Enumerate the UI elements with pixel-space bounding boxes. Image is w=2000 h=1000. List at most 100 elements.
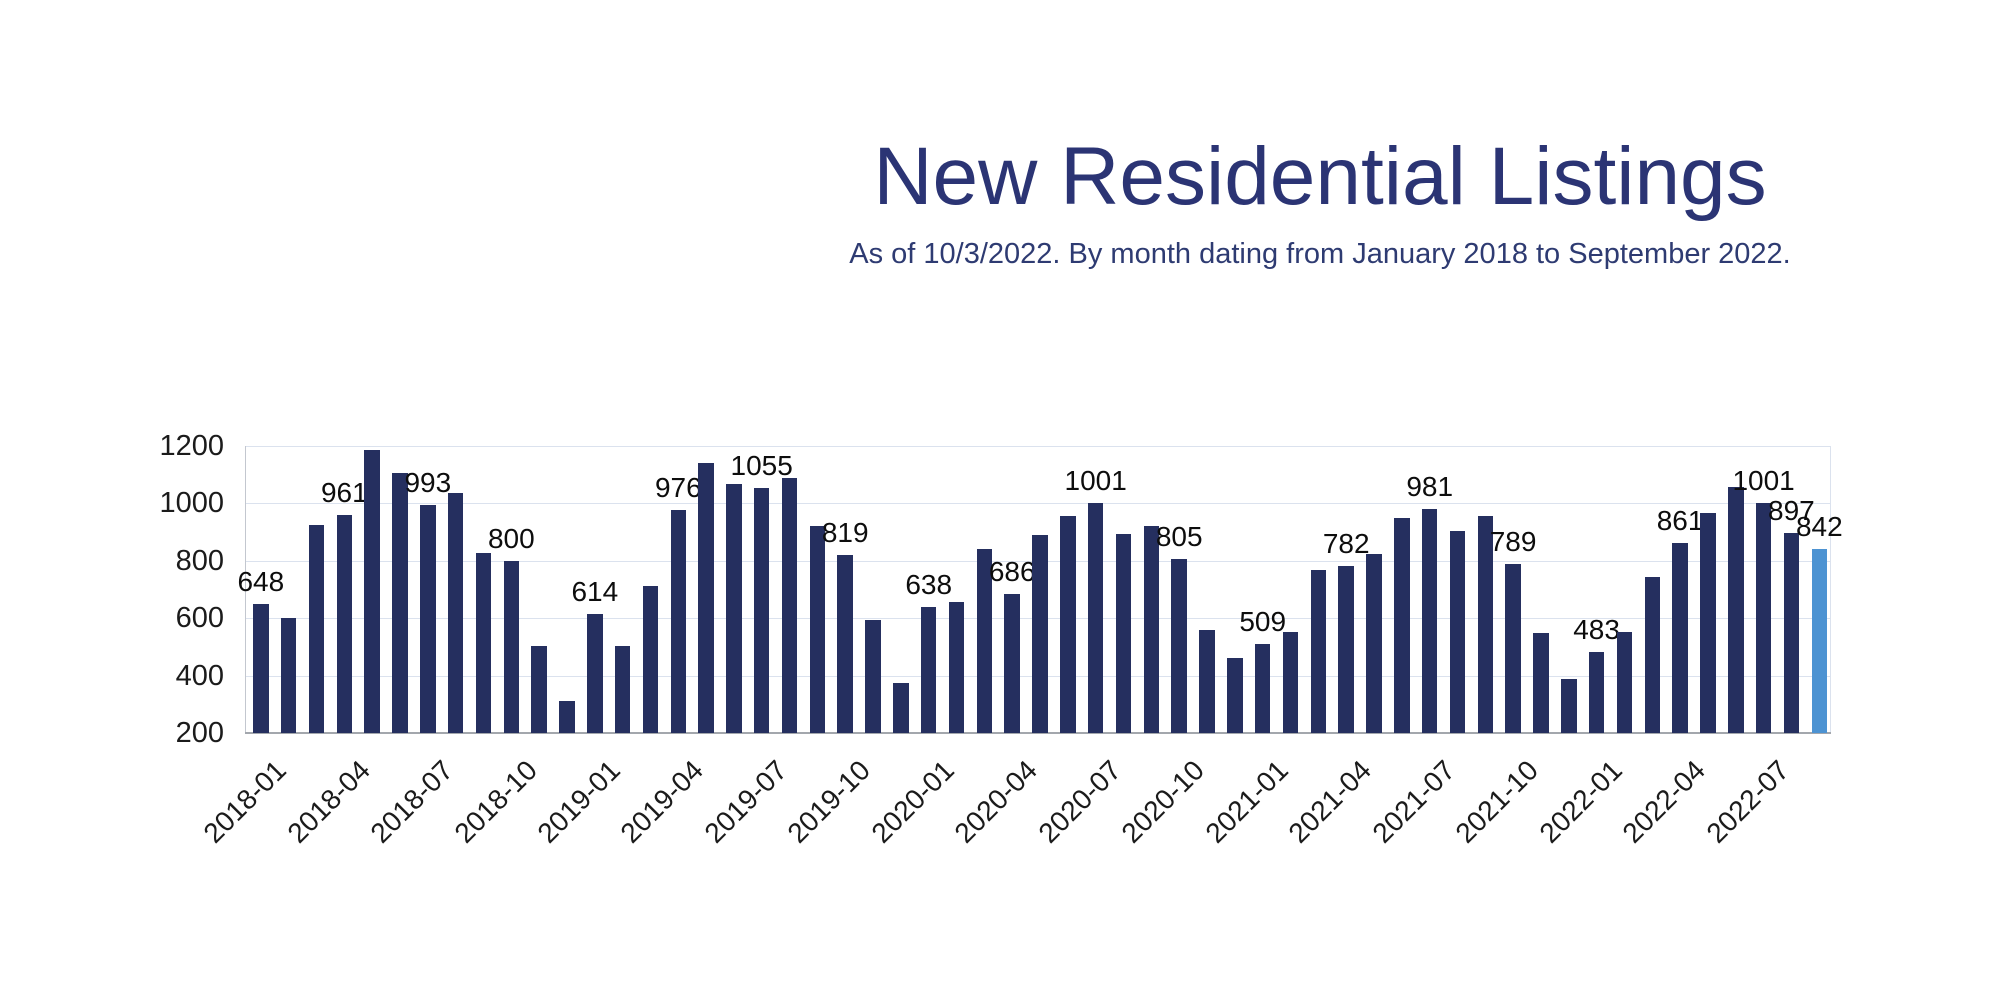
bar-2018-09 xyxy=(475,552,492,733)
gridline-1000 xyxy=(245,503,1831,505)
x-tick-label-2021-10: 2021-10 xyxy=(1449,754,1545,849)
bar-2019-02 xyxy=(614,645,631,733)
x-tick-label-2021-07: 2021-07 xyxy=(1366,754,1461,849)
bar-2022-04 xyxy=(1672,543,1688,733)
x-axis-line xyxy=(245,732,1831,734)
data-label-2018-10: 800 xyxy=(487,522,535,554)
data-label-2022-04: 861 xyxy=(1656,505,1704,537)
bar-2020-09 xyxy=(1143,526,1160,733)
bar-2020-12 xyxy=(1227,657,1243,733)
x-tick-label-2021-04: 2021-04 xyxy=(1282,754,1378,849)
bar-2018-02 xyxy=(280,618,297,733)
bar-2019-11 xyxy=(865,619,881,733)
y-axis-line xyxy=(245,446,246,734)
x-tick-label-2020-01: 2020-01 xyxy=(865,754,960,849)
bar-2021-11 xyxy=(1533,632,1549,733)
plot-right-border xyxy=(1830,446,1831,734)
bar-2021-09 xyxy=(1477,516,1494,733)
bar-2020-03 xyxy=(976,549,993,733)
x-tick-label-2019-07: 2019-07 xyxy=(698,754,793,849)
data-label-2018-01: 648 xyxy=(237,566,285,598)
chart-title: New Residential Listings xyxy=(873,131,1767,222)
data-label-2020-10: 805 xyxy=(1155,521,1203,553)
y-tick-label-1000: 1000 xyxy=(159,487,224,520)
bar-2019-03 xyxy=(642,586,659,733)
data-label-2020-01: 638 xyxy=(905,569,953,601)
bar-2020-04 xyxy=(1004,593,1020,733)
bar-2022-01 xyxy=(1588,651,1605,733)
bar-2022-08 xyxy=(1783,533,1800,733)
data-label-2022-01: 483 xyxy=(1573,613,1620,645)
bar-2020-05 xyxy=(1032,535,1048,733)
data-label-2019-10: 819 xyxy=(821,517,869,549)
bar-2018-10 xyxy=(503,560,520,733)
y-tick-label-400: 400 xyxy=(175,659,224,692)
data-label-2019-01: 614 xyxy=(571,576,619,608)
data-label-2018-07: 993 xyxy=(404,467,452,499)
bar-2020-10 xyxy=(1171,559,1187,733)
x-tick-label-2022-01: 2022-01 xyxy=(1533,754,1628,849)
bar-2018-01 xyxy=(253,604,269,733)
bar-2020-07 xyxy=(1087,503,1104,733)
bar-2020-11 xyxy=(1199,630,1215,733)
data-label-2021-10: 789 xyxy=(1489,526,1537,557)
data-label-2020-04: 686 xyxy=(988,555,1036,587)
bar-2018-03 xyxy=(308,524,325,733)
bar-2020-08 xyxy=(1115,533,1132,733)
x-tick-label-2022-07: 2022-07 xyxy=(1700,754,1795,849)
bar-2021-08 xyxy=(1449,530,1466,733)
bar-2022-09 xyxy=(1811,548,1828,733)
bar-2019-08 xyxy=(781,477,798,733)
y-tick-label-800: 800 xyxy=(175,544,224,577)
bar-2018-08 xyxy=(447,492,464,733)
x-tick-label-2018-07: 2018-07 xyxy=(364,754,460,849)
bar-2021-04 xyxy=(1338,566,1354,733)
bar-2020-02 xyxy=(948,601,965,733)
data-label-2021-04: 782 xyxy=(1322,528,1370,559)
bar-2019-06 xyxy=(726,483,742,733)
bar-2018-07 xyxy=(420,505,436,733)
bar-2018-11 xyxy=(531,645,547,733)
bar-2019-12 xyxy=(893,682,909,733)
chart-subtitle: As of 10/3/2022. By month dating from Ja… xyxy=(849,238,1791,270)
bar-2018-04 xyxy=(336,514,353,733)
bar-2022-03 xyxy=(1644,576,1661,733)
x-tick-label-2020-10: 2020-10 xyxy=(1115,754,1211,849)
bar-2022-02 xyxy=(1616,632,1633,733)
bar-2021-12 xyxy=(1561,679,1577,733)
bar-2019-10 xyxy=(837,555,853,733)
bar-2021-07 xyxy=(1421,508,1438,733)
gridline-1200 xyxy=(245,446,1831,447)
bar-2022-07 xyxy=(1755,503,1772,733)
x-tick-label-2019-10: 2019-10 xyxy=(781,754,877,849)
bar-2021-02 xyxy=(1282,632,1299,733)
bar-2022-06 xyxy=(1728,486,1744,733)
data-label-2019-04: 976 xyxy=(654,472,702,504)
x-tick-label-2021-01: 2021-01 xyxy=(1199,754,1294,849)
data-label-2022-08: 897 xyxy=(1768,495,1815,526)
bar-2018-12 xyxy=(559,700,575,733)
bar-2019-09 xyxy=(809,526,826,733)
x-tick-label-2018-01: 2018-01 xyxy=(197,754,293,849)
data-label-2022-07: 1001 xyxy=(1732,465,1795,497)
x-tick-label-2022-04: 2022-04 xyxy=(1616,754,1712,849)
bar-2021-05 xyxy=(1366,553,1382,733)
bar-2021-10 xyxy=(1505,564,1521,733)
y-tick-label-200: 200 xyxy=(175,717,224,749)
data-label-2019-07: 1055 xyxy=(730,449,793,481)
bar-2022-05 xyxy=(1700,512,1716,733)
bar-2019-01 xyxy=(587,614,603,733)
bar-2021-06 xyxy=(1394,517,1410,734)
x-tick-label-2020-07: 2020-07 xyxy=(1032,754,1127,849)
bar-2018-06 xyxy=(392,473,408,733)
data-label-2020-07: 1001 xyxy=(1064,465,1127,497)
bar-2019-07 xyxy=(753,487,770,733)
data-label-2022-09: 842 xyxy=(1795,510,1843,542)
x-tick-label-2018-10: 2018-10 xyxy=(447,754,543,849)
bar-2020-06 xyxy=(1060,515,1076,733)
x-tick-label-2020-04: 2020-04 xyxy=(948,754,1044,849)
bar-2018-05 xyxy=(364,450,380,733)
x-tick-label-2019-01: 2019-01 xyxy=(531,754,627,849)
bar-2019-05 xyxy=(698,462,714,733)
